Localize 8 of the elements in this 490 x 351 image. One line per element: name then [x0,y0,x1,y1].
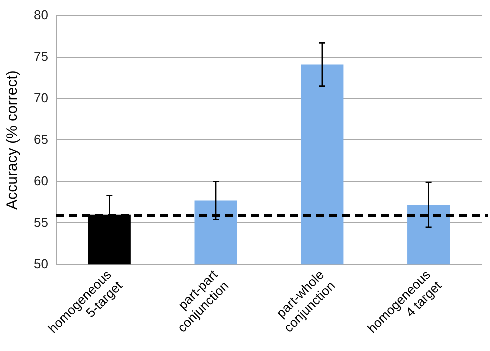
y-tick-label: 70 [34,90,48,106]
y-axis-title: Accuracy (% correct) [4,70,22,210]
y-tick-label: 75 [34,48,48,64]
y-tick-label: 80 [34,7,48,22]
y-tick-label: 55 [34,214,48,230]
y-tick-label: 60 [34,173,48,188]
y-tick-label: 65 [34,132,48,147]
y-tick-label: 50 [34,256,48,272]
